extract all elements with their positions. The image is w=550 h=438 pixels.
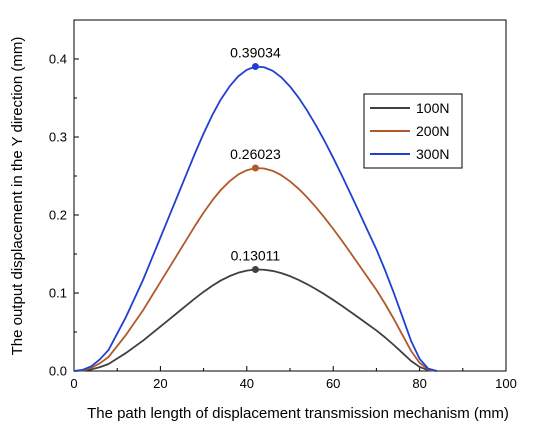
peak-marker-200N (251, 164, 259, 172)
x-tick-label: 40 (240, 376, 254, 391)
legend-label-200N: 200N (416, 123, 449, 139)
x-axis: 0 20 40 60 80 100 (70, 366, 517, 391)
legend-label-300N: 300N (416, 146, 449, 162)
peak-label-100N: 0.13011 (231, 248, 281, 264)
y-tick-label: 0.2 (49, 208, 67, 223)
y-tick-label: 0.4 (49, 52, 67, 67)
x-tick-label: 0 (70, 376, 77, 391)
x-tick-label: 60 (326, 376, 340, 391)
peak-label-200N: 0.26023 (230, 146, 281, 162)
plot-frame (73, 19, 507, 372)
x-axis-title: The path length of displacement transmis… (87, 405, 509, 422)
y-tick-label: 0.0 (49, 364, 67, 379)
peak-label-300N: 0.39034 (230, 45, 281, 61)
y-axis-title: The output displacement in the Y directi… (9, 37, 26, 356)
y-axis: 0.0 0.1 0.2 0.3 0.4 (49, 19, 79, 379)
peak-marker-100N (251, 266, 259, 274)
y-tick-label: 0.1 (49, 286, 67, 301)
x-tick-label: 20 (153, 376, 167, 391)
peak-marker-300N (251, 63, 259, 71)
series-line-100N (73, 268, 437, 372)
annotation-layer: 0.39034 0.26023 0.13011 (230, 45, 281, 274)
y-tick-label: 0.3 (49, 130, 67, 145)
x-tick-label: 80 (412, 376, 426, 391)
legend-label-100N: 100N (416, 100, 449, 116)
x-tick-label: 100 (495, 376, 517, 391)
legend: 100N 200N 300N (363, 93, 463, 169)
